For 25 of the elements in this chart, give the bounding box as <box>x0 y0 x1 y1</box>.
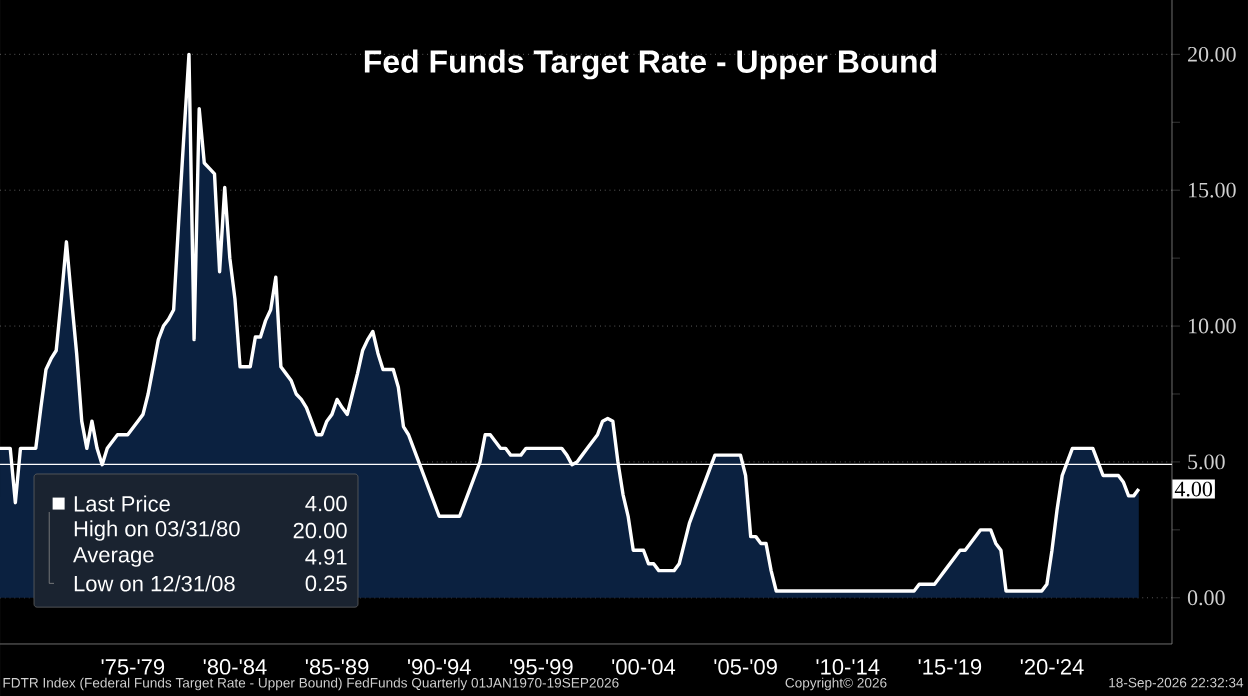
y-tick-label: 0.00 <box>1187 590 1225 606</box>
text: Fed Funds Target Rate - Upper Bound <box>364 49 937 80</box>
x-tick-label: '00-'04 <box>612 659 676 675</box>
annotation: 4.00 <box>305 495 347 512</box>
x-tick-label: '90-'94 <box>407 659 471 675</box>
y-tick-label: 15.00 <box>1189 182 1236 198</box>
x-tick-label: '10-'14 <box>816 659 880 675</box>
x-tick-label: '75-'79 <box>101 659 165 675</box>
x-tick-label: '20-'24 <box>1020 659 1084 675</box>
text: 4.00 <box>1174 481 1213 497</box>
y-tick-label: 5.00 <box>1188 454 1225 470</box>
annotation: High on 03/31/80 <box>74 520 240 541</box>
annotation: 0.25 <box>305 575 347 592</box>
annotation: Average <box>73 547 154 567</box>
annotation: Last Price <box>74 495 170 512</box>
x-tick-label: '05-'09 <box>714 659 777 675</box>
annotation: 20.00 <box>293 522 347 539</box>
y-tick-label: 20.00 <box>1188 46 1236 62</box>
y-tick-label: 10.00 <box>1189 318 1236 334</box>
x-tick-label: '15-'19 <box>918 659 982 675</box>
x-tick-label: '95-'99 <box>510 659 573 675</box>
x-tick-label: '80-'84 <box>203 659 267 675</box>
x-tick-label: '85-'89 <box>305 659 369 675</box>
annotation: Low on 12/31/08 <box>74 575 235 592</box>
annotation: 4.91 <box>305 549 347 565</box>
